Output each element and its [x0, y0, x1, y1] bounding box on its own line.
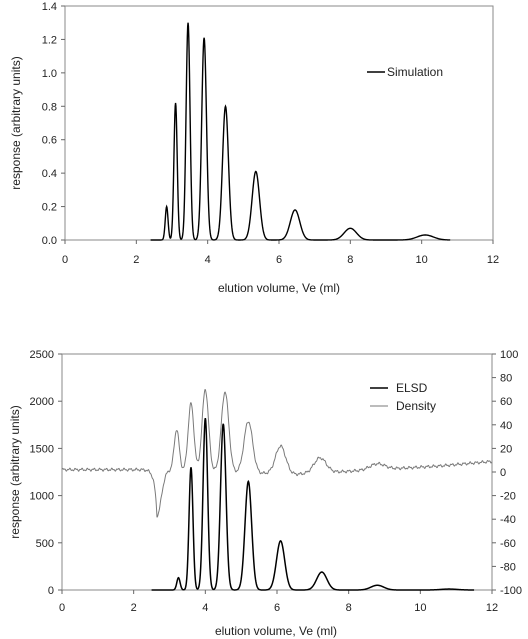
y2-tick-label: -100: [500, 585, 522, 597]
x-tick-label: 4: [205, 254, 211, 266]
chart-simulation: 0.0 0.2 0.4 0.6 0.8 1.0 1.2 1.4 0 2 4 6 8 10 12 Simul…: [9, 1, 499, 295]
y-tick-label: 1000: [30, 491, 54, 503]
y-tick-label: 0.4: [42, 168, 57, 180]
y-axis-label-1: response (arbitrary units): [9, 56, 23, 189]
x-tick-label: 6: [274, 602, 280, 614]
x-axis-ticks-1: 0 2 4 6 8 10 12: [62, 240, 499, 266]
plot-area-1: [64, 5, 494, 241]
density-line: [61, 389, 493, 518]
y2-tick-label: 20: [500, 443, 512, 455]
x-tick-label: 6: [276, 254, 282, 266]
x-tick-label: 2: [131, 602, 137, 614]
x-tick-label: 10: [414, 602, 426, 614]
y-tick-label: 2000: [30, 396, 54, 408]
y2-tick-label: 40: [500, 420, 512, 432]
y-tick-label: 0.8: [42, 101, 57, 113]
y-tick-label: 0.6: [42, 135, 57, 147]
x-axis-label-1: elution volume, Ve (ml): [218, 281, 340, 295]
y2-tick-label: 60: [500, 396, 512, 408]
y-tick-label: 1.0: [42, 68, 57, 80]
y-tick-label: 500: [36, 538, 54, 550]
x-tick-label: 4: [202, 602, 208, 614]
y2-tick-label: 0: [500, 467, 506, 479]
y2-tick-label: -20: [500, 491, 516, 503]
x-tick-label: 8: [346, 602, 352, 614]
y-axis-label-2: response (arbitrary units): [8, 405, 22, 538]
x-tick-label: 10: [416, 254, 428, 266]
y2-tick-label: 80: [500, 373, 512, 385]
y-tick-label: 1.2: [42, 34, 57, 46]
simulation-line: [150, 22, 451, 241]
x-tick-label: 12: [486, 602, 498, 614]
y2-tick-label: -80: [500, 561, 516, 573]
y-axis-ticks-1: 0.0 0.2 0.4 0.6 0.8 1.0 1.2 1.4: [42, 1, 65, 247]
y-tick-label: 0.0: [42, 235, 57, 247]
legend-label-simulation: Simulation: [387, 65, 443, 79]
y-tick-label: 0: [48, 585, 54, 597]
x-tick-label: 2: [133, 254, 139, 266]
y2-tick-label: 100: [500, 349, 518, 361]
legend-label-density: Density: [396, 399, 436, 413]
x-axis-ticks-2: 0 2 4 6 8 10 12: [59, 590, 498, 614]
y-axis-ticks-2: 0 500 1000 1500 2000 2500: [30, 349, 62, 597]
y2-tick-label: -60: [500, 538, 516, 550]
x-axis-label-2: elution volume, Ve (ml): [215, 624, 337, 638]
x-tick-label: 12: [487, 254, 499, 266]
y-tick-label: 2500: [30, 349, 54, 361]
x-tick-label: 8: [347, 254, 353, 266]
x-tick-label: 0: [59, 602, 65, 614]
y-tick-label: 0.2: [42, 202, 57, 214]
x-tick-label: 0: [62, 254, 68, 266]
legend-label-elsd: ELSD: [396, 381, 428, 395]
y-tick-label: 1.4: [42, 1, 57, 13]
y-tick-label: 1500: [30, 443, 54, 455]
elsd-line: [151, 418, 475, 591]
y2-axis-ticks-2: 100 80 60 40 20 0 -20 -40 -60 -80 -100: [492, 349, 522, 597]
y2-tick-label: -40: [500, 514, 516, 526]
